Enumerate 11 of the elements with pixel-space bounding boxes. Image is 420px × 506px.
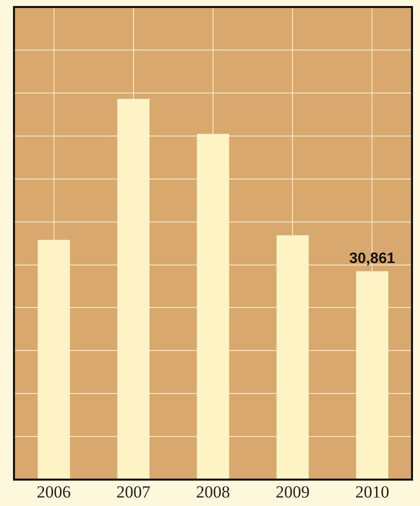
bar [38,240,70,480]
x-tick-label: 2007 [116,482,151,502]
bar [196,134,230,480]
bar [117,98,150,480]
bar [276,235,309,480]
x-tick-label: 2008 [196,482,230,502]
x-tick-label: 2009 [276,482,310,502]
x-tick-label: 2006 [36,482,71,502]
x-tick-label: 2010 [355,482,390,502]
bar [356,271,388,480]
data-label: 30,861 [349,250,396,267]
